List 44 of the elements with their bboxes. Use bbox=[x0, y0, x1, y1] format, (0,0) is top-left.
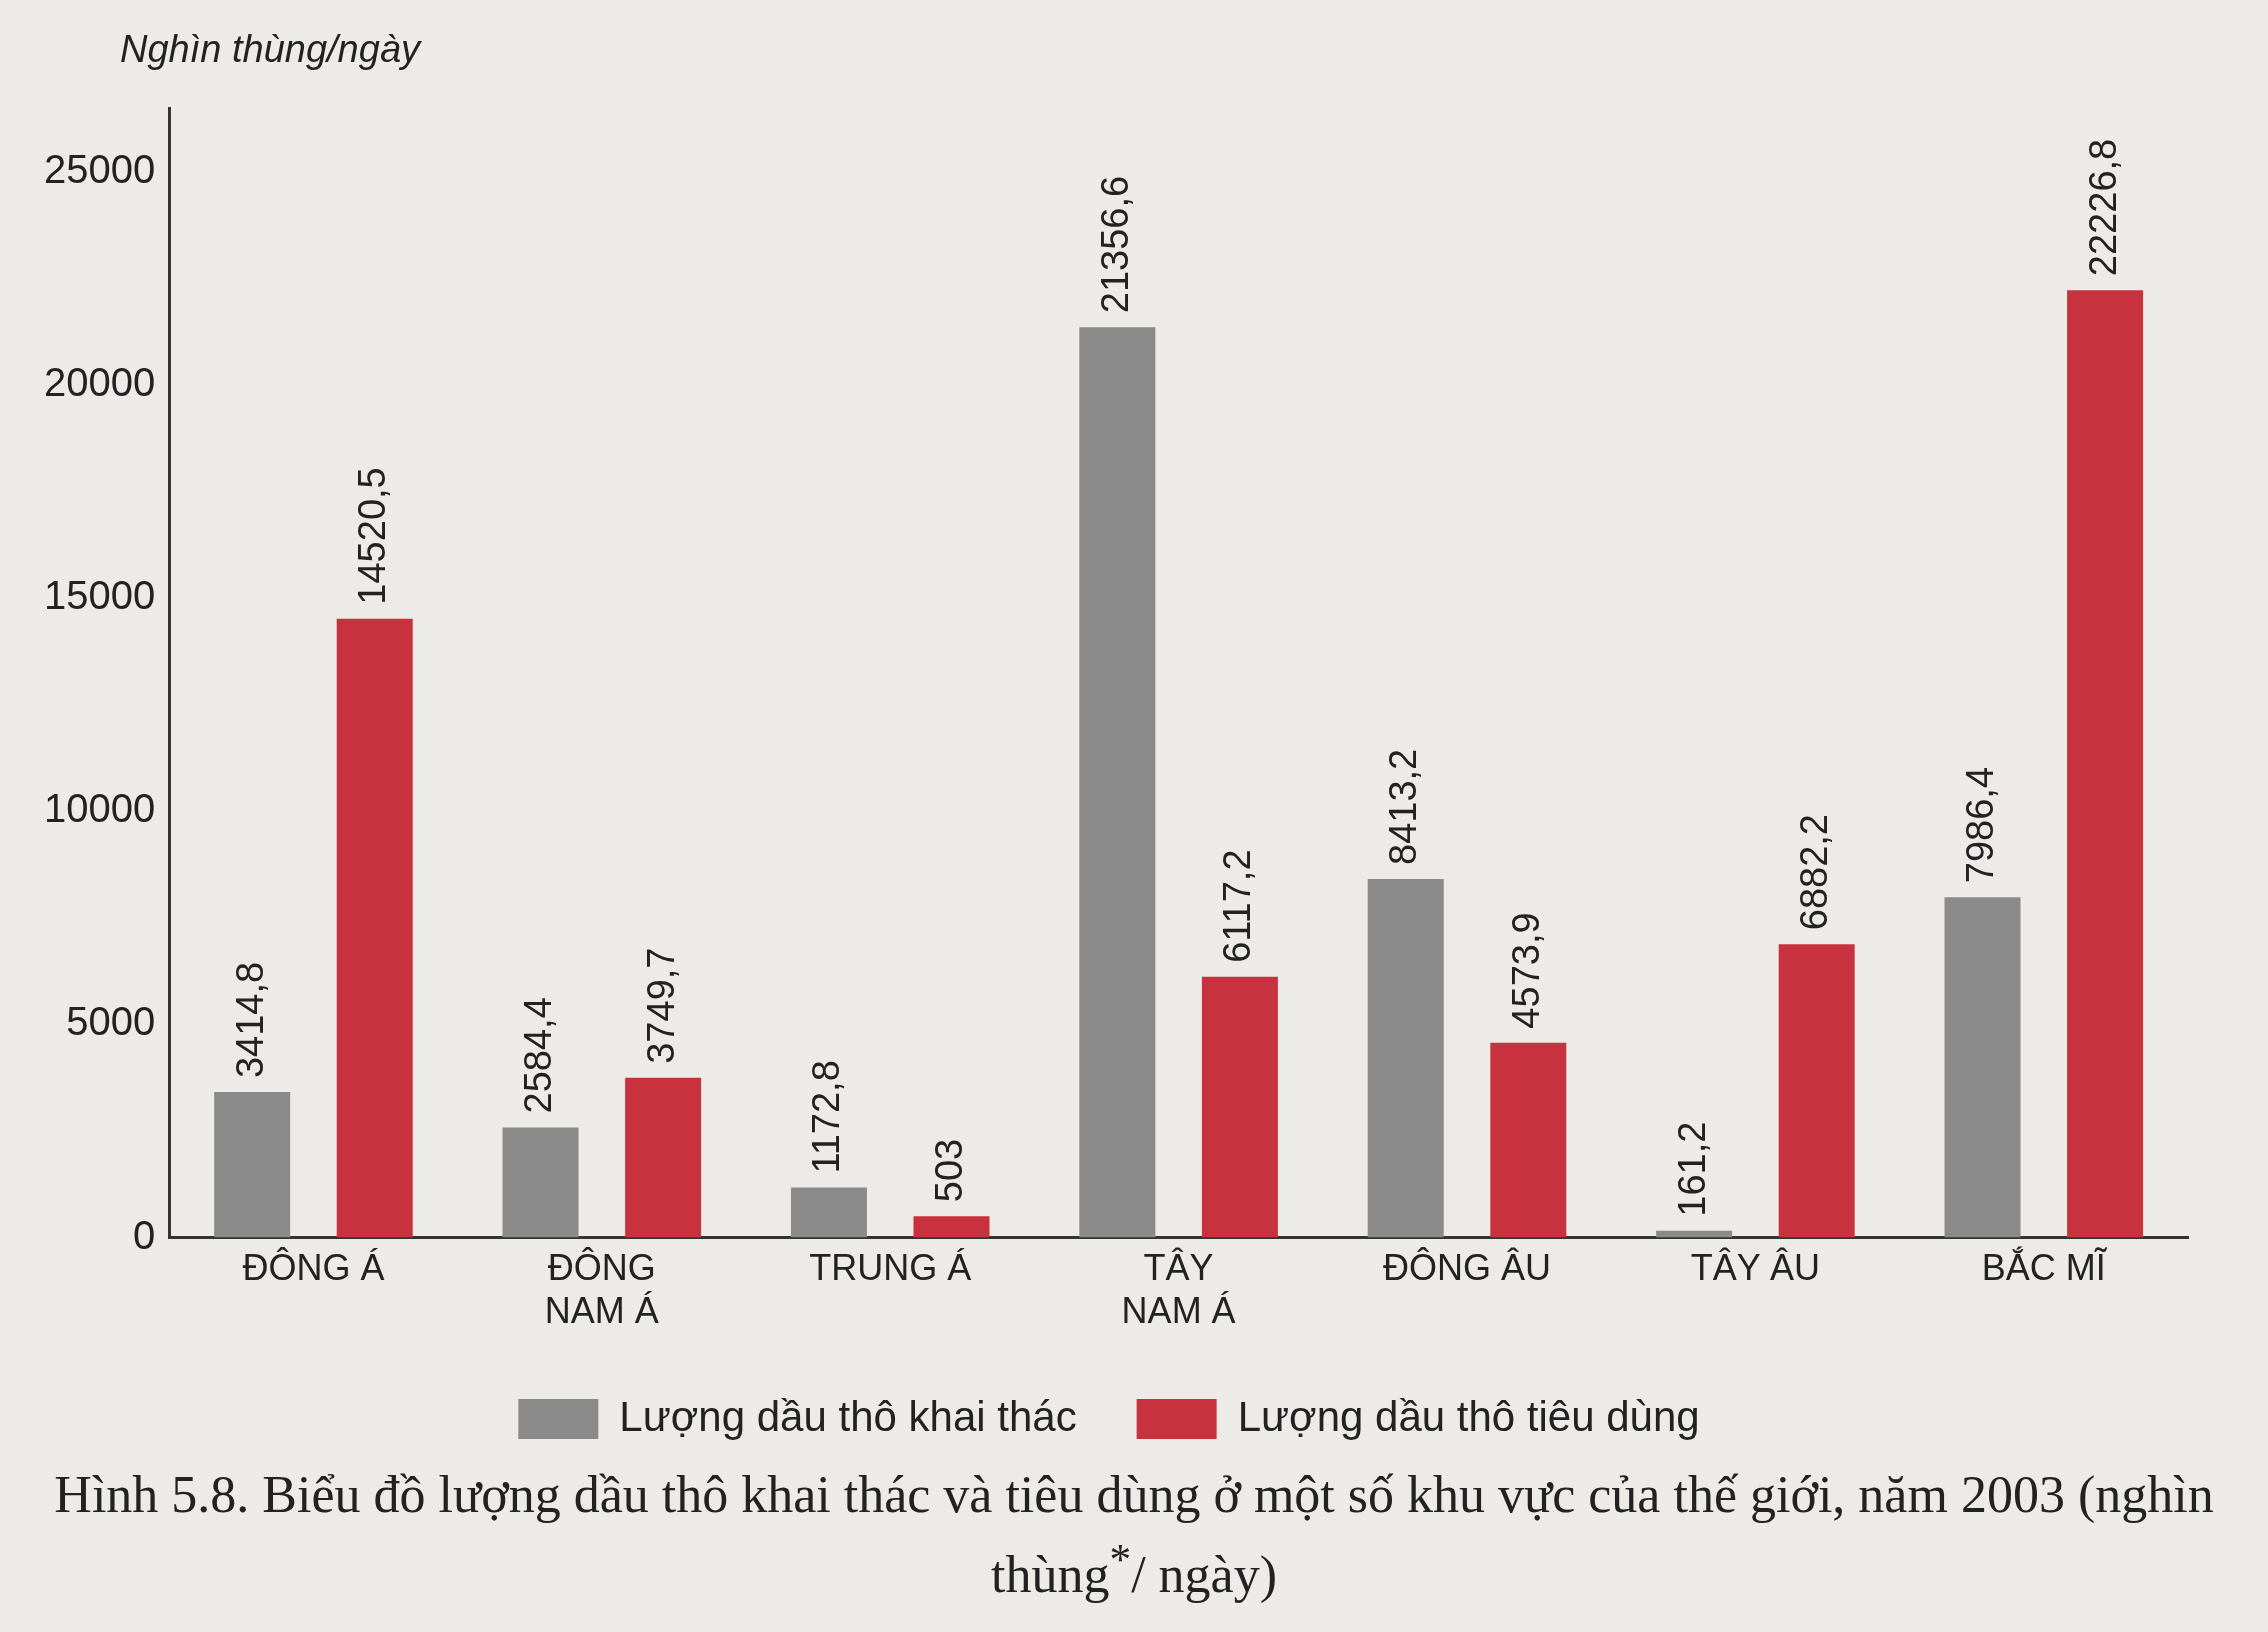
bar bbox=[502, 1127, 579, 1238]
y-tick-label: 5000 bbox=[66, 999, 156, 1044]
y-tick-label: 10000 bbox=[44, 786, 156, 831]
data-label: 3414,8 bbox=[228, 961, 271, 1079]
y-tick-label: 15000 bbox=[44, 573, 156, 618]
data-label: 161,2 bbox=[1670, 1121, 1713, 1217]
bar bbox=[1367, 878, 1444, 1238]
bar bbox=[1944, 897, 2021, 1238]
data-label: 21356,6 bbox=[1093, 175, 1136, 314]
legend-label: Lượng dầu thô tiêu dùng bbox=[1237, 1392, 1700, 1440]
bar bbox=[1079, 327, 1156, 1238]
data-label: 1172,8 bbox=[805, 1060, 848, 1174]
data-label: 22226,8 bbox=[2081, 138, 2124, 277]
bar bbox=[336, 618, 413, 1238]
data-label: 8413,2 bbox=[1382, 748, 1425, 865]
bar bbox=[1490, 1042, 1567, 1238]
data-label: 6882,2 bbox=[1793, 814, 1836, 931]
x-tick-label: TRUNG Á bbox=[809, 1247, 972, 1289]
x-tick-label: TÂY ÂU bbox=[1690, 1247, 1821, 1289]
bar bbox=[1778, 944, 1855, 1238]
y-axis-title: Nghìn thùng/ngày bbox=[120, 28, 421, 71]
data-label: 3749,7 bbox=[639, 947, 682, 1064]
data-label: 6117,2 bbox=[1216, 849, 1259, 963]
data-label: 7986,4 bbox=[1959, 766, 2001, 884]
bar bbox=[1201, 976, 1278, 1238]
y-tick-label: 20000 bbox=[44, 360, 156, 405]
bar bbox=[625, 1077, 702, 1238]
bar bbox=[214, 1092, 291, 1238]
bar bbox=[2067, 290, 2144, 1238]
legend-label: Lượng dầu thô khai thác bbox=[619, 1392, 1077, 1440]
text: Hình 5.8. Biểu đồ lượng dầu thô khai thác và tiêu dùng ở một số khu vực của thế giới, năm 2003 (nghìn thùng$^{*}$/ ngày) bbox=[53, 1465, 2215, 1606]
bar bbox=[790, 1187, 867, 1238]
y-tick-label: 0 bbox=[132, 1212, 156, 1257]
data-label: 503 bbox=[927, 1138, 970, 1203]
data-label: 4573,9 bbox=[1504, 912, 1547, 1029]
bar bbox=[913, 1216, 990, 1238]
y-tick-label: 25000 bbox=[44, 146, 156, 191]
x-tick-label: ĐÔNG NAM Á bbox=[544, 1247, 659, 1332]
x-tick-label: TÂY NAM Á bbox=[1121, 1247, 1236, 1332]
x-tick-label: ĐÔNG ÂU bbox=[1383, 1247, 1552, 1289]
data-label: 14520,5 bbox=[351, 467, 394, 605]
x-tick-label: BẮC MĨ bbox=[1981, 1246, 2108, 1289]
data-label: 2584,4 bbox=[517, 997, 560, 1114]
x-tick-label: ĐÔNG Á bbox=[242, 1247, 385, 1289]
